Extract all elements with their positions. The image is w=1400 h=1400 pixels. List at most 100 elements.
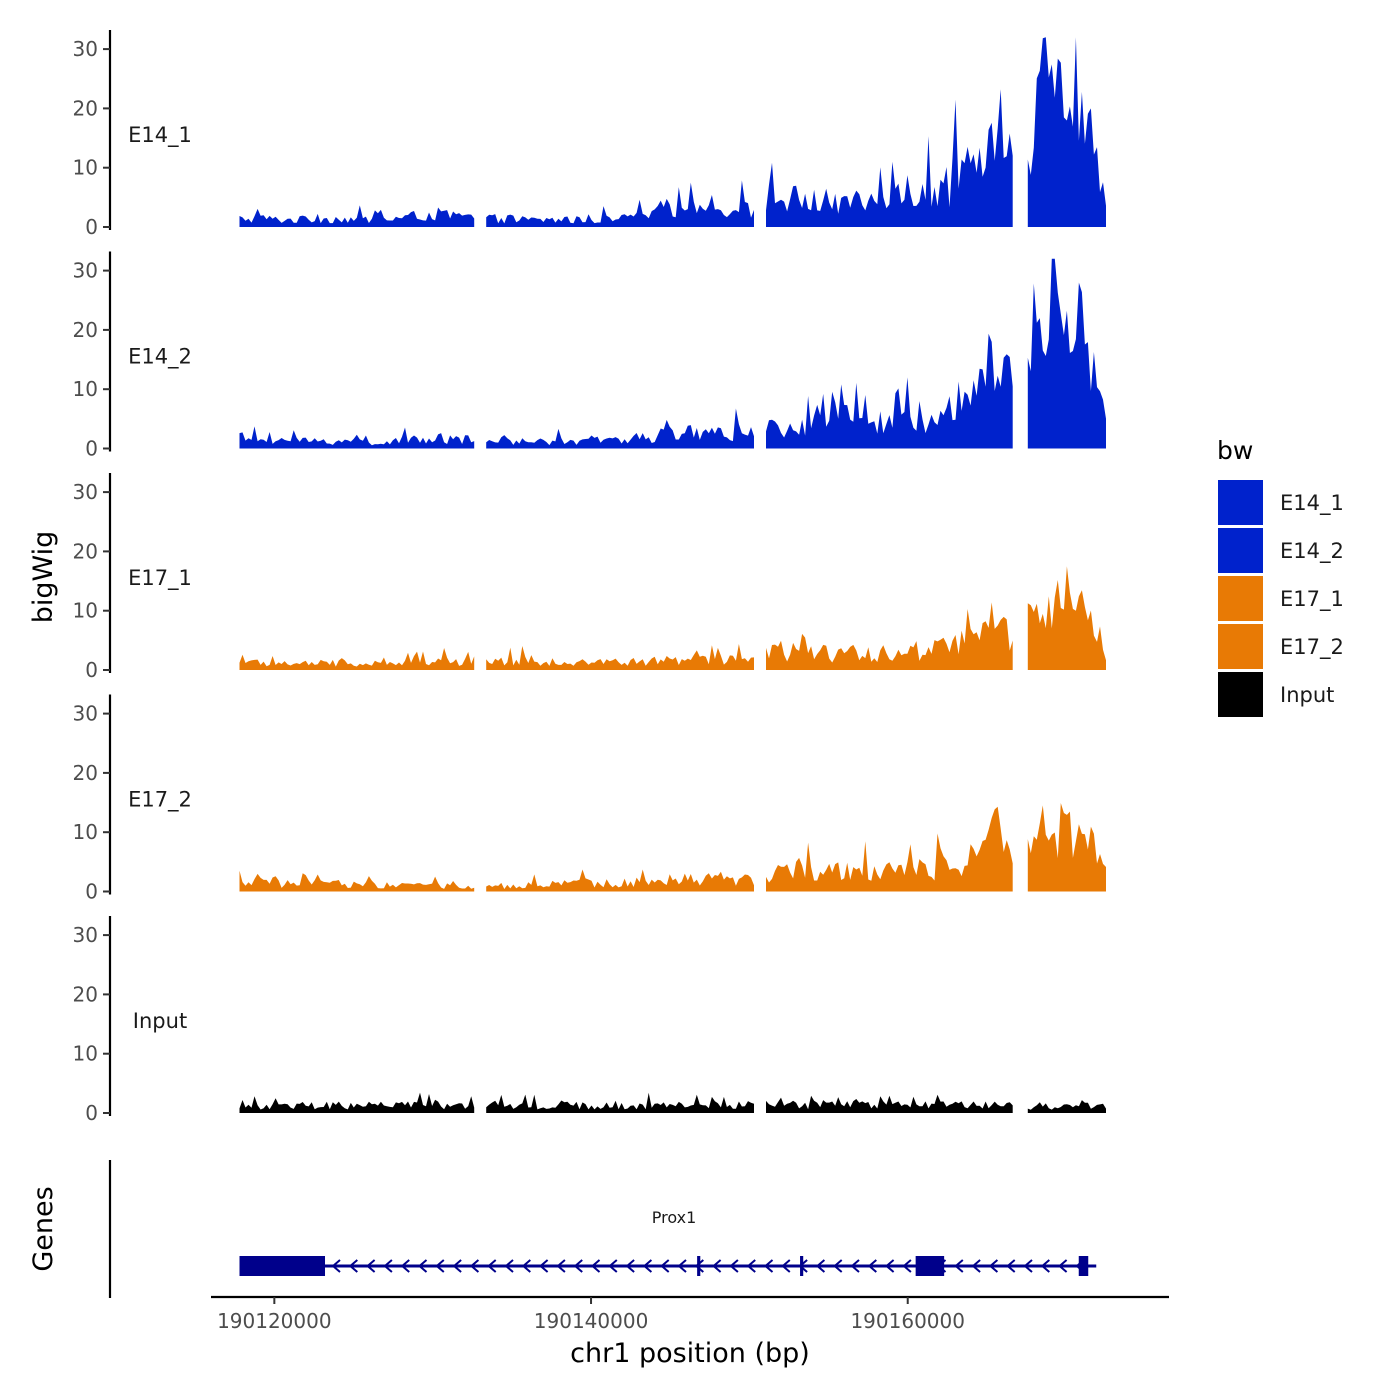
legend-entry: E17_1 [1218, 576, 1344, 621]
coverage-tracks: 0 10 20 30 E14_1 0 10 20 30 E14_2 0 10 20 30 E17_1 0 10 2… [73, 30, 1106, 1125]
strand-arrow [608, 1259, 618, 1273]
x-axis-title: chr1 position (bp) [570, 1338, 810, 1369]
genes-track: Prox1 [108, 1160, 1097, 1298]
coverage-area [486, 644, 754, 670]
strand-arrow [331, 1259, 341, 1273]
track-label: Input [133, 1009, 187, 1033]
coverage-area [239, 1092, 475, 1113]
genes-axis-title: Genes [28, 1186, 59, 1271]
y-tick-label: 20 [73, 318, 98, 342]
legend-label: Input [1280, 683, 1334, 707]
y-tick-label: 10 [73, 156, 98, 180]
strand-arrow [348, 1259, 358, 1273]
strand-arrow [833, 1259, 843, 1273]
legend-entry: E14_1 [1218, 480, 1344, 525]
strand-arrow [971, 1259, 981, 1273]
strand-arrow [712, 1259, 722, 1273]
strand-arrow [469, 1259, 480, 1273]
y-tick-label: 0 [85, 658, 98, 682]
strand-arrow [1006, 1259, 1016, 1273]
coverage-area [1027, 258, 1106, 449]
strand-arrow [556, 1259, 566, 1273]
coverage-area [486, 1092, 754, 1113]
coverage-area [239, 870, 475, 892]
strand-arrow [954, 1259, 964, 1273]
strand-arrow [694, 1259, 704, 1273]
legend-label: E14_1 [1280, 491, 1344, 516]
coverage-area [1027, 1100, 1106, 1113]
legend-swatch [1218, 480, 1263, 525]
track-label: E17_1 [128, 566, 192, 591]
strand-arrow [383, 1259, 393, 1273]
track-label: E17_2 [128, 788, 192, 813]
coverage-area [1027, 566, 1106, 670]
track-input: 0 10 20 30 Input [73, 916, 1106, 1125]
y-tick-label: 0 [85, 1101, 98, 1125]
y-tick-label: 30 [73, 259, 98, 283]
track-label: E14_1 [128, 123, 192, 148]
x-tick-label: 190120000 [217, 1309, 332, 1333]
track-e17-1: 0 10 20 30 E17_1 [73, 473, 1106, 682]
legend-entry: E14_2 [1218, 528, 1344, 573]
legend-entries: E14_1 E14_2 E17_1 E17_2 Input [1218, 480, 1344, 717]
strand-arrow [902, 1259, 912, 1273]
strand-arrow [677, 1259, 687, 1273]
strand-arrow [781, 1259, 791, 1273]
strand-arrow [763, 1259, 774, 1273]
x-tick-label: 190160000 [850, 1309, 965, 1333]
coverage-area [766, 1094, 1013, 1113]
gene-exon [697, 1256, 701, 1276]
legend-label: E14_2 [1280, 539, 1344, 564]
legend-title: bw [1217, 436, 1253, 465]
gene-exon [1078, 1256, 1089, 1276]
gene-model [108, 1160, 1097, 1298]
coverage-area [486, 180, 754, 227]
track-e14-1: 0 10 20 30 E14_1 [73, 30, 1106, 239]
strand-arrow [590, 1259, 601, 1273]
legend-swatch [1218, 624, 1263, 669]
x-axis: 190120000 190140000 190160000 [211, 1295, 1169, 1333]
strand-arrow [521, 1259, 531, 1273]
legend-entry: Input [1218, 672, 1334, 717]
strand-arrow [435, 1259, 445, 1273]
strand-arrow [850, 1259, 860, 1273]
coverage-area [766, 89, 1013, 227]
legend-swatch [1218, 672, 1263, 717]
x-tick-label: 190140000 [534, 1309, 649, 1333]
strand-arrow [539, 1259, 549, 1273]
strand-arrow [366, 1259, 376, 1273]
legend-label: E17_1 [1280, 587, 1344, 612]
strand-arrow [1058, 1259, 1068, 1273]
strand-arrow [746, 1259, 756, 1273]
gene-name-label: Prox1 [652, 1208, 697, 1227]
y-tick-label: 10 [73, 377, 98, 401]
track-e14-2: 0 10 20 30 E14_2 [73, 251, 1106, 461]
strand-arrow [815, 1259, 826, 1273]
y-tick-label: 30 [73, 480, 98, 504]
coverage-area [766, 333, 1013, 449]
y-tick-label: 10 [73, 599, 98, 623]
gene-exon [800, 1256, 804, 1276]
strand-arrow [487, 1259, 497, 1273]
y-tick-label: 10 [73, 1042, 98, 1066]
y-tick-label: 20 [73, 982, 98, 1006]
strand-arrow [729, 1259, 739, 1273]
strand-arrow [885, 1259, 895, 1273]
legend-entry: E17_2 [1218, 624, 1344, 669]
legend-swatch [1218, 576, 1263, 621]
y-tick-label: 30 [73, 37, 98, 61]
coverage-area [1027, 37, 1106, 228]
y-tick-label: 20 [73, 761, 98, 785]
coverage-area [766, 806, 1013, 892]
y-tick-label: 20 [73, 96, 98, 120]
coverage-area [239, 648, 475, 670]
legend-swatch [1218, 528, 1263, 573]
legend: bw E14_1 E14_2 E17_1 E17_2 Input [1217, 436, 1344, 717]
coverage-area [766, 602, 1013, 670]
strand-arrow [1040, 1259, 1050, 1273]
strand-arrow [452, 1259, 462, 1273]
y-tick-label: 20 [73, 539, 98, 563]
legend-label: E17_2 [1280, 635, 1344, 660]
strand-arrow [504, 1259, 514, 1273]
